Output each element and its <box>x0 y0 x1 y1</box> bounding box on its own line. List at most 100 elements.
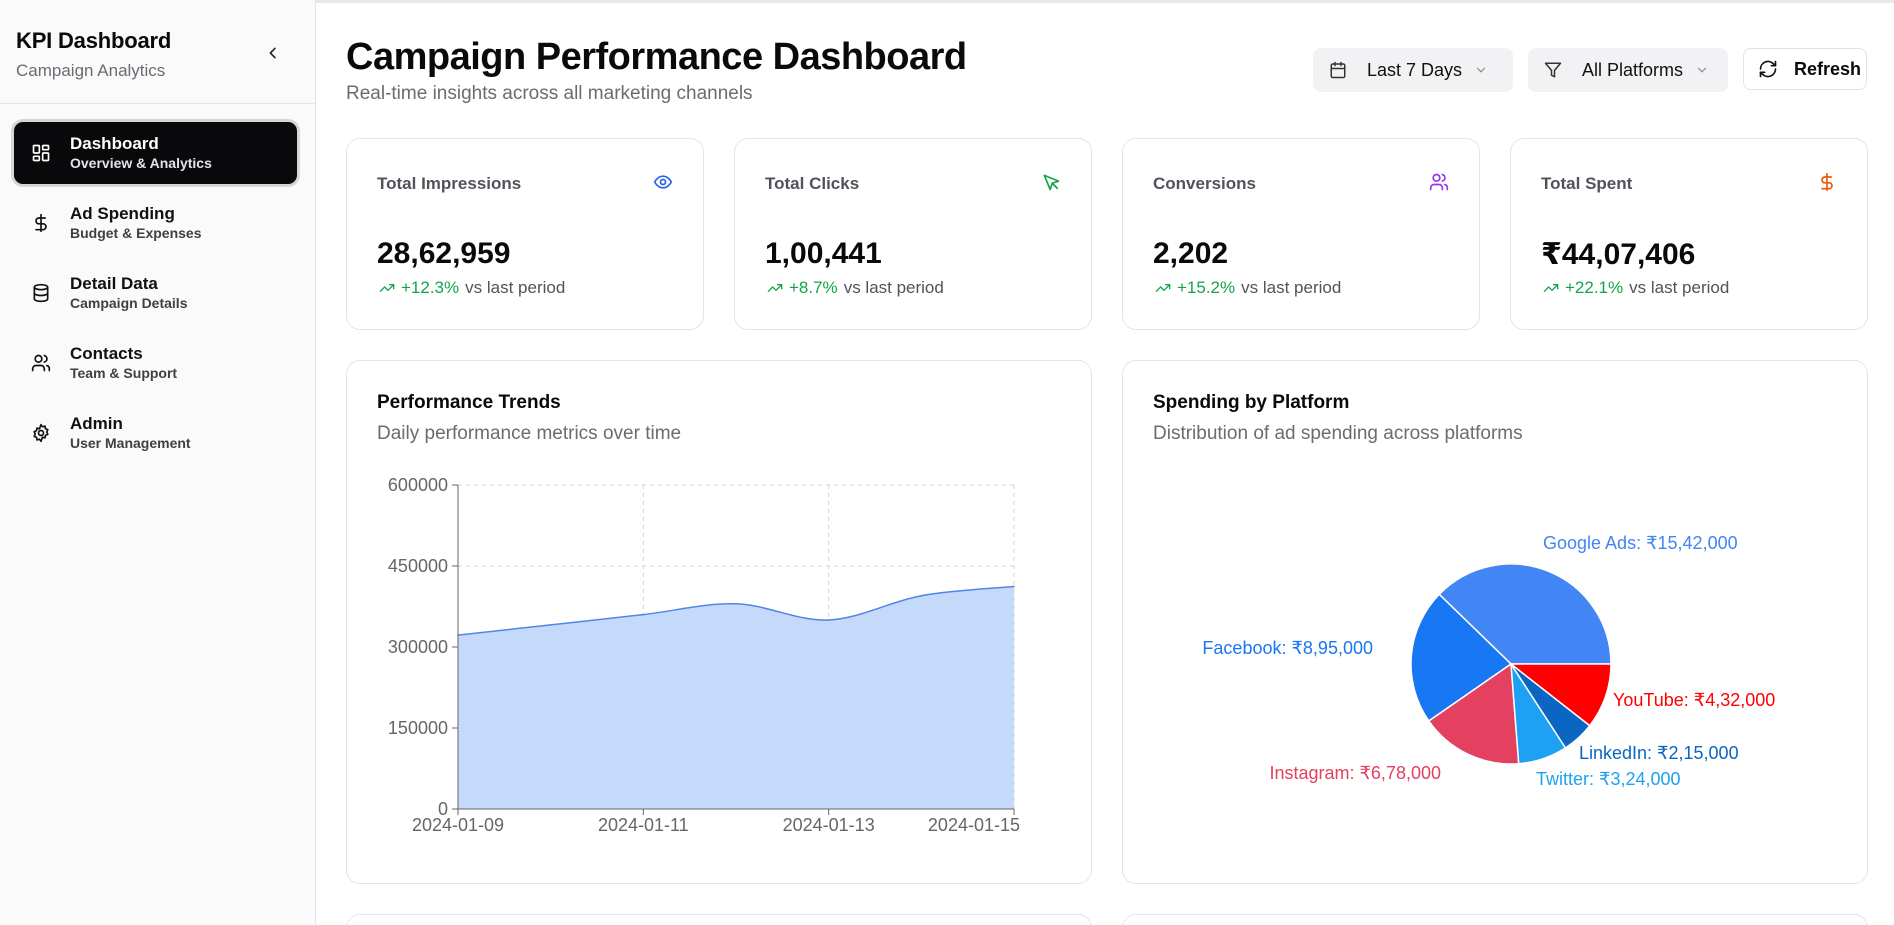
dollar-icon <box>30 212 52 234</box>
database-icon <box>30 282 52 304</box>
kpi-value: ₹44,07,406 <box>1541 238 1696 271</box>
dollar-icon <box>1817 172 1837 192</box>
sidebar-item-admin[interactable]: Admin User Management <box>14 402 297 464</box>
dashboard-grid-icon <box>30 142 52 164</box>
data-point <box>827 619 830 621</box>
trending-up-icon <box>377 280 397 296</box>
y-tick-label: 150000 <box>388 718 448 738</box>
calendar-icon <box>1329 61 1347 79</box>
trending-up-icon <box>1541 280 1561 296</box>
x-tick-label: 2024-01-09 <box>412 815 504 835</box>
main-content: Campaign Performance Dashboard Real-time… <box>316 0 1894 925</box>
sidebar-item-label: Ad Spending <box>70 204 175 223</box>
spending-by-platform-chart: Google Ads: ₹15,42,000 Facebook: ₹8,95,00… <box>1202 533 1775 789</box>
kpi-change: +15.2% <box>1177 278 1236 297</box>
y-tick-label: 450000 <box>388 556 448 576</box>
eye-icon <box>653 172 673 192</box>
sidebar-item-contacts[interactable]: Contacts Team & Support <box>14 332 297 394</box>
top-border <box>0 0 1894 3</box>
pie-label: LinkedIn: ₹2,15,000 <box>1579 743 1739 763</box>
platform-value: All Platforms <box>1582 59 1684 80</box>
pie-label: Facebook: ₹8,95,000 <box>1202 638 1373 658</box>
card-title: Performance Trends <box>377 392 561 413</box>
kpi-trend: +15.2% vs last period <box>1153 278 1341 298</box>
sidebar-header: KPI Dashboard Campaign Analytics <box>0 0 315 104</box>
kpi-title: Total Impressions <box>377 174 522 193</box>
pie-label: Instagram: ₹6,78,000 <box>1269 763 1441 783</box>
kpi-change: +22.1% <box>1565 278 1624 297</box>
kpi-card-spent: Total Spent ₹44,07,406 +22.1% vs last pe… <box>1510 138 1868 330</box>
cursor-pointer-icon <box>1041 172 1061 192</box>
pie-slice-google-ads <box>1438 563 1612 665</box>
kpi-value: 2,202 <box>1153 237 1229 270</box>
users-icon <box>30 352 52 374</box>
users-icon <box>1429 172 1449 192</box>
kpi-card-clicks: Total Clicks 1,00,441 +8.7% vs last peri… <box>734 138 1092 330</box>
page-title: Campaign Performance Dashboard <box>346 36 967 78</box>
sidebar-item-detail-data[interactable]: Detail Data Campaign Details <box>14 262 297 324</box>
kpi-title: Total Clicks <box>765 174 860 193</box>
app-title: KPI Dashboard <box>16 28 172 53</box>
performance-trends-chart: 0 150000 300000 450000 600000 2024-01-09 2024-… <box>388 475 1020 835</box>
refresh-button[interactable]: Refresh <box>1743 48 1867 90</box>
sidebar-item-label: Dashboard <box>70 134 159 153</box>
kpi-change: +8.7% <box>789 278 838 297</box>
pie-slice-instagram <box>1427 662 1520 765</box>
card-subtitle: Daily performance metrics over time <box>377 423 682 444</box>
pie-slice-youtube <box>1508 663 1612 727</box>
x-tick-label: 2024-01-11 <box>598 815 689 835</box>
spending-by-platform-card: Spending by Platform Distribution of ad … <box>1122 360 1868 884</box>
sidebar-item-label: Contacts <box>70 344 143 363</box>
next-card <box>1122 914 1868 925</box>
kpi-change-suffix: vs last period <box>465 278 566 297</box>
kpi-value: 28,62,959 <box>377 237 511 270</box>
sidebar-item-desc: Budget & Expenses <box>70 225 202 241</box>
refresh-icon <box>1758 59 1778 79</box>
y-tick-label: 300000 <box>388 637 448 657</box>
chevron-down-icon <box>1695 63 1709 77</box>
y-tick-label: 0 <box>438 799 448 819</box>
sidebar-item-desc: Team & Support <box>70 365 178 381</box>
sidebar-item-label: Detail Data <box>70 274 158 293</box>
kpi-trend: +8.7% vs last period <box>765 278 944 298</box>
performance-trends-card: Performance Trends Daily performance met… <box>346 360 1092 884</box>
pie-label: Google Ads: ₹15,42,000 <box>1543 533 1738 553</box>
refresh-label: Refresh <box>1794 58 1862 79</box>
data-point <box>1013 585 1015 588</box>
date-range-select[interactable]: Last 7 Days <box>1313 48 1513 92</box>
kpi-value: 1,00,441 <box>765 237 882 270</box>
card-title: Spending by Platform <box>1153 392 1350 413</box>
kpi-change-suffix: vs last period <box>843 278 944 297</box>
data-point <box>920 594 923 597</box>
sidebar-item-desc: User Management <box>70 435 191 451</box>
kpi-change-suffix: vs last period <box>1629 278 1730 297</box>
sidebar-item-desc: Overview & Analytics <box>70 155 212 171</box>
sidebar-item-dashboard[interactable]: Dashboard Overview & Analytics <box>14 122 297 184</box>
area-fill <box>458 586 1014 809</box>
data-point <box>642 613 645 616</box>
kpi-title: Conversions <box>1153 174 1256 193</box>
next-card <box>346 914 1092 925</box>
card-subtitle: Distribution of ad spending across platf… <box>1153 423 1523 444</box>
pie-slice-facebook <box>1410 593 1513 722</box>
x-tick-label: 2024-01-13 <box>783 815 875 835</box>
chevron-down-icon <box>1474 63 1488 77</box>
platform-select[interactable]: All Platforms <box>1528 48 1728 92</box>
sidebar-item-ad-spending[interactable]: Ad Spending Budget & Expenses <box>14 192 297 254</box>
sidebar-item-label: Admin <box>70 414 123 433</box>
sidebar: KPI Dashboard Campaign Analytics Dashboa… <box>0 0 316 925</box>
kpi-trend: +22.1% vs last period <box>1541 278 1729 298</box>
date-range-value: Last 7 Days <box>1367 59 1463 80</box>
data-point <box>549 624 552 626</box>
pie-label: YouTube: ₹4,32,000 <box>1613 690 1775 710</box>
data-point <box>735 603 737 605</box>
collapse-sidebar-button[interactable] <box>260 40 286 66</box>
kpi-card-impressions: Total Impressions 28,62,959 +12.3% vs la… <box>346 138 704 330</box>
trending-up-icon <box>1153 280 1173 296</box>
y-tick-label: 600000 <box>388 475 448 495</box>
kpi-change-suffix: vs last period <box>1241 278 1342 297</box>
filter-icon <box>1544 61 1562 79</box>
page-subtitle: Real-time insights across all marketing … <box>346 83 753 104</box>
kpi-title: Total Spent <box>1541 174 1633 193</box>
kpi-trend: +12.3% vs last period <box>377 278 565 298</box>
